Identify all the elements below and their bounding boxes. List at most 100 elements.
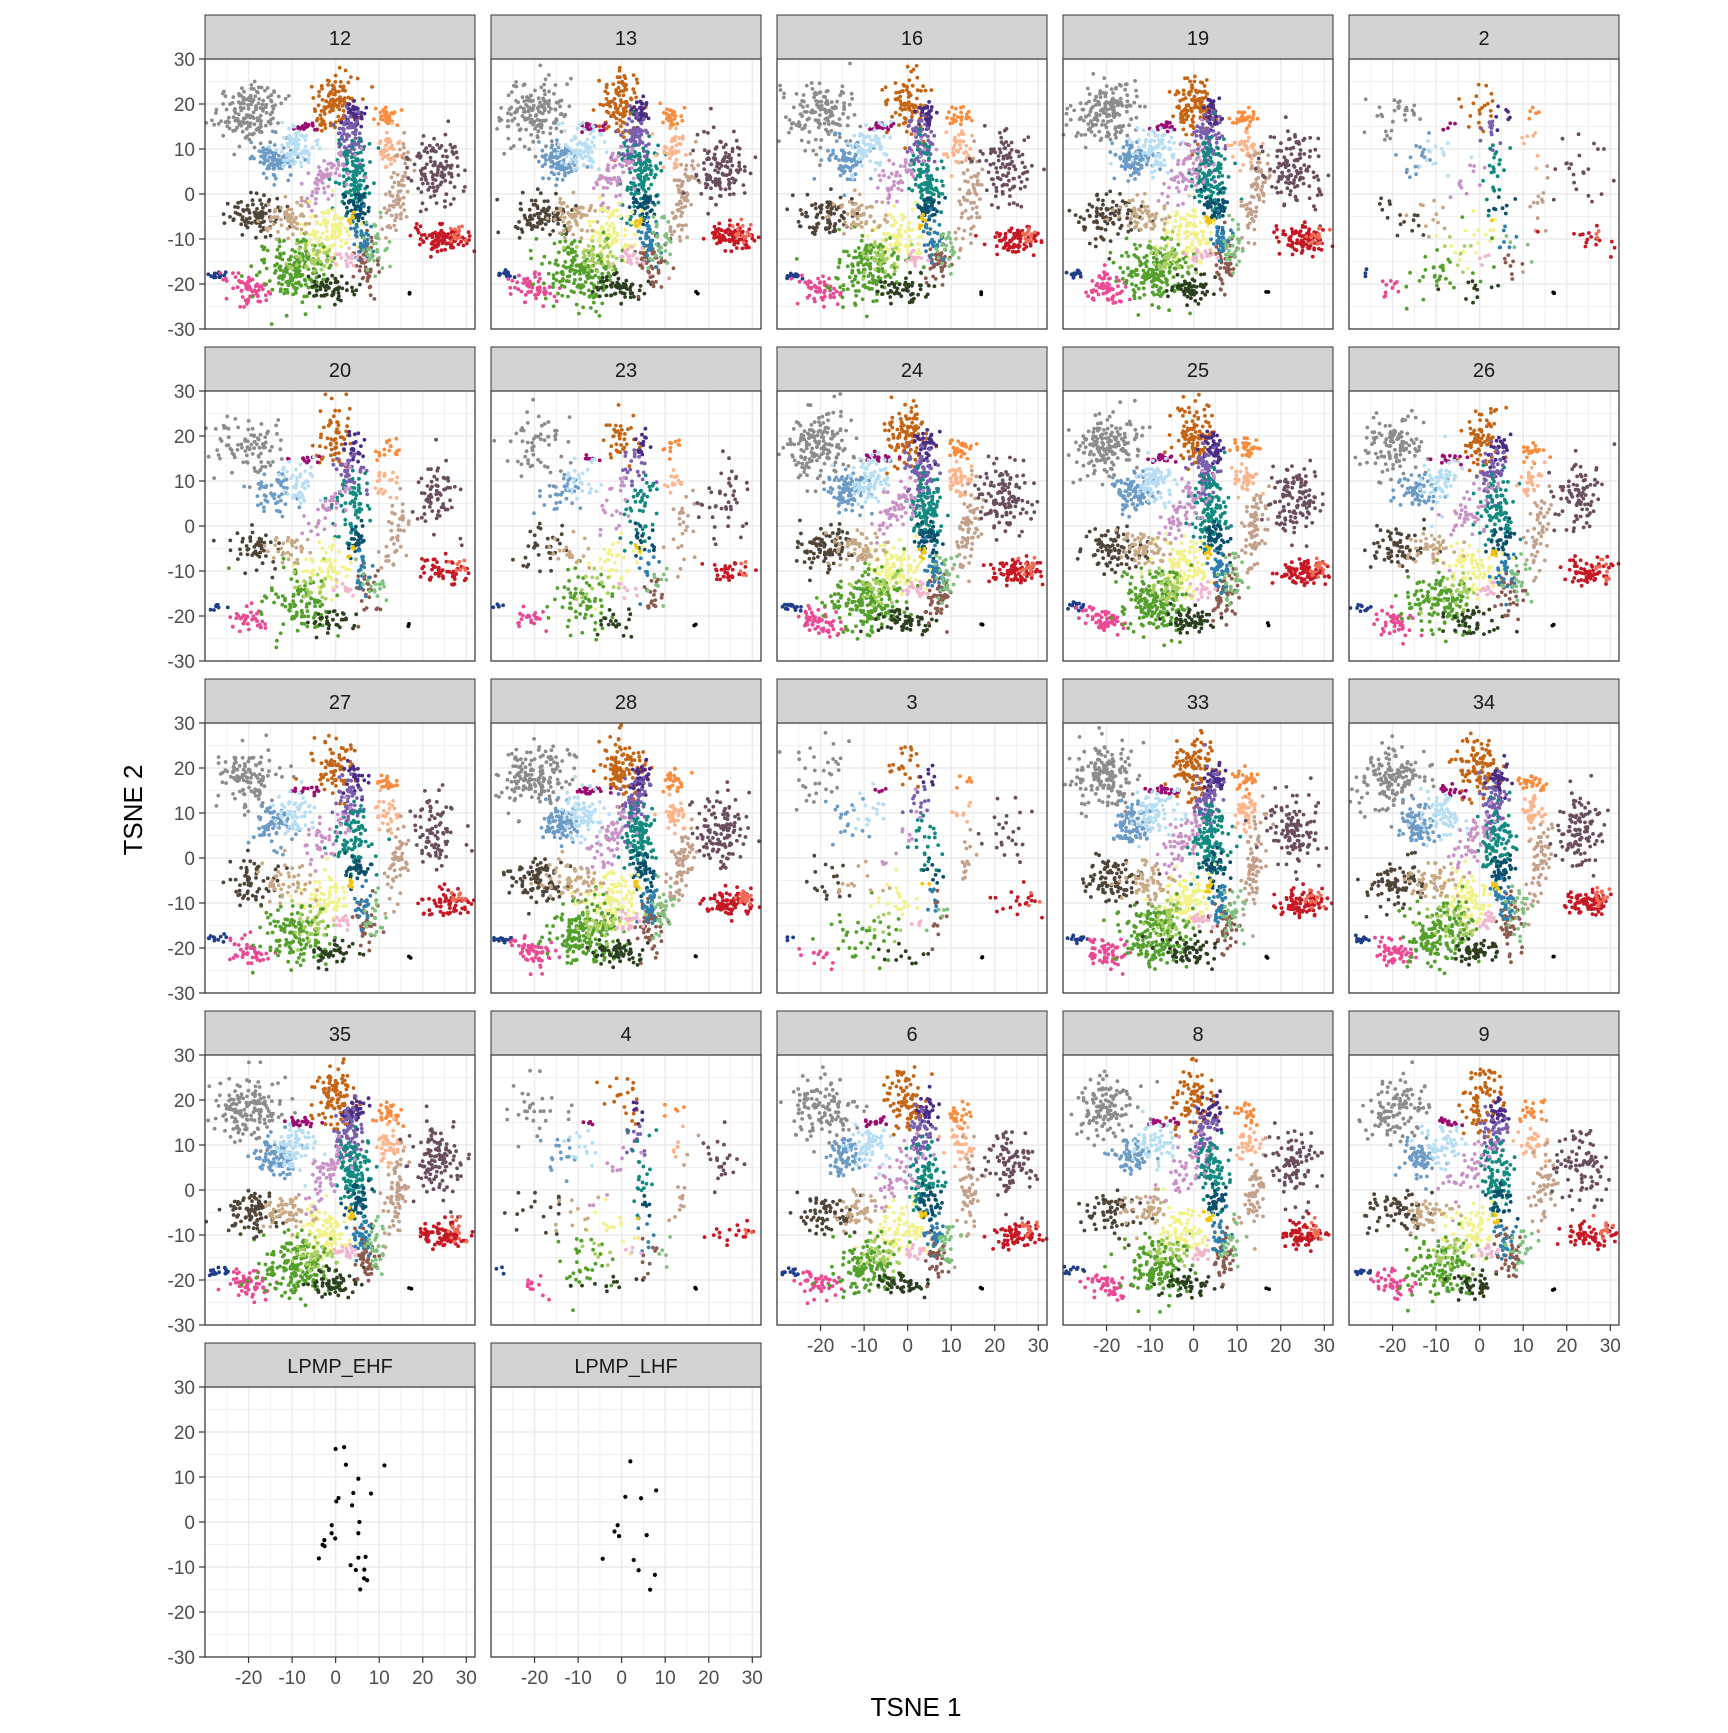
data-point bbox=[453, 185, 457, 189]
data-point bbox=[629, 181, 633, 185]
data-point bbox=[315, 221, 319, 225]
data-point bbox=[340, 274, 344, 278]
data-point bbox=[299, 284, 303, 288]
data-point bbox=[528, 215, 532, 219]
data-point bbox=[927, 181, 931, 185]
data-point bbox=[645, 155, 649, 159]
data-point bbox=[296, 270, 300, 274]
data-point bbox=[1007, 144, 1011, 148]
data-point bbox=[374, 242, 378, 246]
data-point bbox=[352, 211, 356, 215]
data-point bbox=[734, 233, 738, 237]
data-point bbox=[798, 280, 802, 284]
data-point bbox=[897, 123, 901, 127]
data-point bbox=[858, 148, 862, 152]
data-point bbox=[517, 220, 521, 224]
data-point bbox=[994, 166, 998, 170]
data-point bbox=[627, 117, 631, 121]
data-point bbox=[880, 88, 884, 92]
data-point bbox=[796, 274, 800, 278]
data-point bbox=[495, 127, 499, 131]
data-point bbox=[679, 114, 683, 118]
data-point bbox=[730, 238, 734, 242]
data-point bbox=[869, 143, 873, 147]
data-point bbox=[718, 184, 722, 188]
data-point bbox=[548, 233, 552, 237]
data-point bbox=[560, 284, 564, 288]
data-point bbox=[603, 90, 607, 94]
data-point bbox=[345, 241, 349, 245]
data-point bbox=[253, 210, 257, 214]
data-point bbox=[835, 100, 839, 104]
data-point bbox=[999, 136, 1003, 140]
data-point bbox=[314, 214, 318, 218]
data-point bbox=[602, 246, 606, 250]
data-point bbox=[227, 116, 231, 120]
data-point bbox=[966, 192, 970, 196]
facet-panel-16: 16 bbox=[777, 15, 1047, 329]
data-point bbox=[583, 144, 587, 148]
data-point bbox=[648, 210, 652, 214]
data-point bbox=[615, 232, 619, 236]
data-point bbox=[615, 180, 619, 184]
data-point bbox=[237, 100, 241, 104]
data-point bbox=[561, 277, 565, 281]
data-point bbox=[377, 237, 381, 241]
data-point bbox=[826, 102, 830, 106]
data-point bbox=[618, 214, 622, 218]
data-point bbox=[925, 210, 929, 214]
data-point bbox=[905, 88, 909, 92]
data-point bbox=[590, 140, 594, 144]
data-point bbox=[402, 152, 406, 156]
data-point bbox=[354, 288, 358, 292]
data-point bbox=[282, 275, 286, 279]
data-point bbox=[812, 297, 816, 301]
data-point bbox=[896, 234, 900, 238]
data-point bbox=[656, 144, 660, 148]
data-point bbox=[707, 157, 711, 161]
data-point bbox=[818, 163, 822, 167]
data-point bbox=[589, 146, 593, 150]
data-point bbox=[670, 153, 674, 157]
data-point bbox=[389, 162, 393, 166]
data-point bbox=[706, 131, 710, 135]
data-point bbox=[358, 131, 362, 135]
data-point bbox=[706, 212, 710, 216]
data-point bbox=[1001, 192, 1005, 196]
data-point bbox=[361, 97, 365, 101]
data-point bbox=[1008, 202, 1012, 206]
data-point bbox=[828, 114, 832, 118]
data-point bbox=[691, 159, 695, 163]
data-point bbox=[347, 219, 351, 223]
data-point bbox=[316, 138, 320, 142]
data-point bbox=[304, 283, 308, 287]
data-point bbox=[899, 164, 903, 168]
data-point bbox=[514, 80, 518, 84]
data-point bbox=[654, 254, 658, 258]
data-point bbox=[728, 186, 732, 190]
data-point bbox=[818, 290, 822, 294]
data-point bbox=[908, 146, 912, 150]
data-point bbox=[958, 248, 962, 252]
data-point bbox=[616, 107, 620, 111]
data-point bbox=[645, 212, 649, 216]
data-point bbox=[654, 173, 658, 177]
data-point bbox=[923, 147, 927, 151]
data-point bbox=[592, 136, 596, 140]
data-point bbox=[842, 107, 846, 111]
data-point bbox=[606, 255, 610, 259]
data-point bbox=[702, 237, 706, 241]
data-point bbox=[560, 99, 564, 103]
data-point bbox=[337, 182, 341, 186]
data-point bbox=[1018, 240, 1022, 244]
data-point bbox=[315, 231, 319, 235]
data-point bbox=[868, 127, 872, 131]
data-point bbox=[467, 230, 471, 234]
data-point bbox=[928, 110, 932, 114]
data-point bbox=[992, 183, 996, 187]
data-point bbox=[258, 160, 262, 164]
data-point bbox=[259, 142, 263, 146]
data-point bbox=[801, 277, 805, 281]
data-point bbox=[994, 186, 998, 190]
data-point bbox=[548, 132, 552, 136]
